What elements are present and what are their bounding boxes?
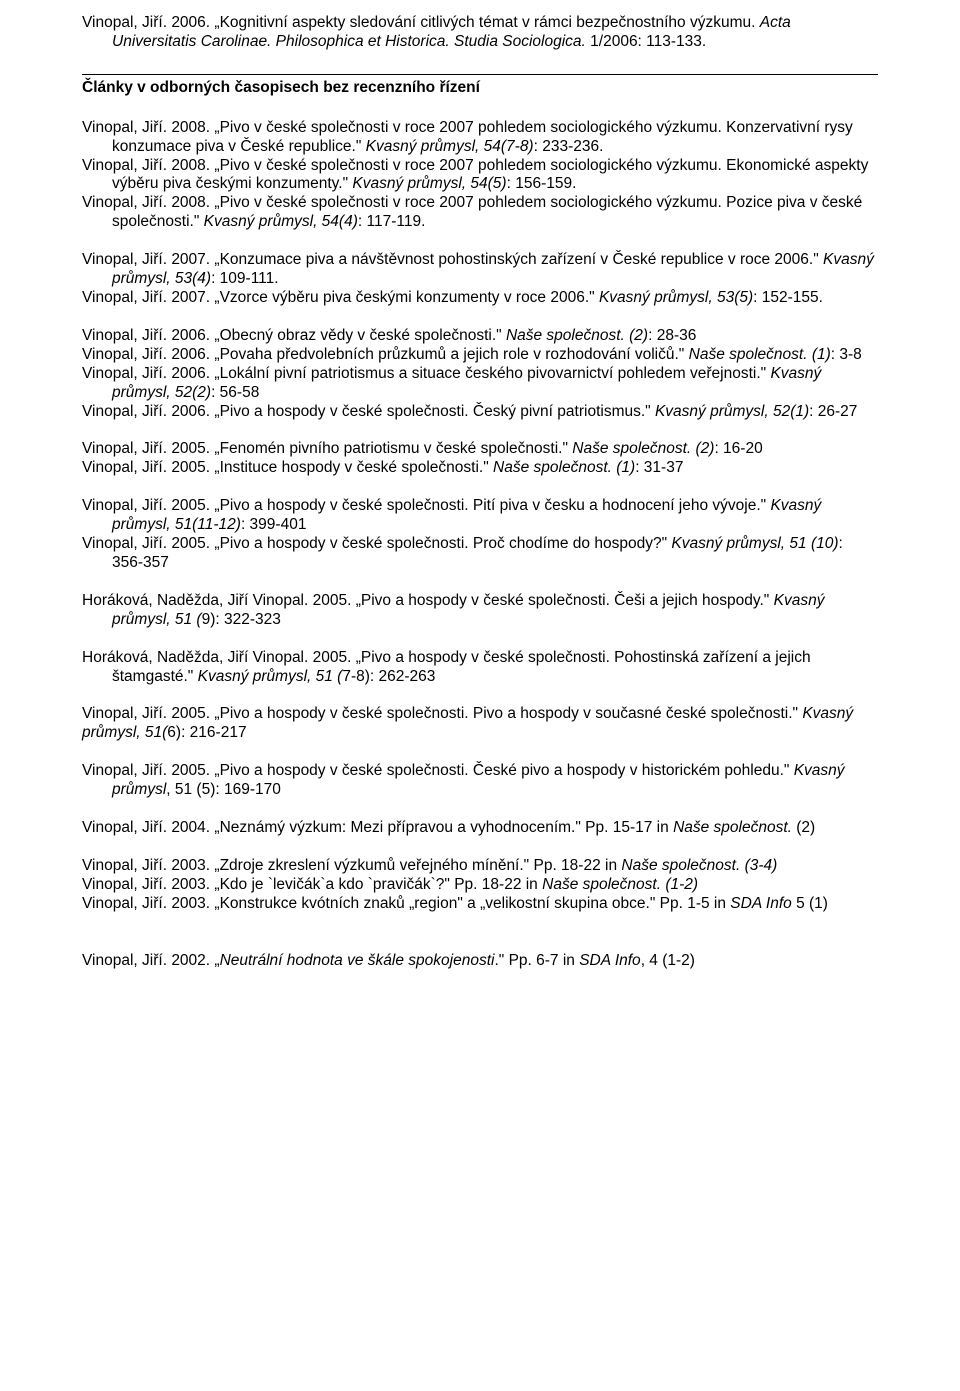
bibliography-entry: Vinopal, Jiří. 2008. „Pivo v české spole… (82, 194, 878, 232)
bibliography-entry: Vinopal, Jiří. 2006. „Kognitivní aspekty… (82, 14, 878, 52)
bibliography-entry: Vinopal, Jiří. 2005. „Pivo a hospody v č… (82, 497, 878, 535)
bibliography-entry: Vinopal, Jiří. 2006. „Lokální pivní patr… (82, 365, 878, 403)
bibliography-entry: Vinopal, Jiří. 2005. „Pivo a hospody v č… (82, 762, 878, 800)
bibliography-entry: Vinopal, Jiří. 2005. „Instituce hospody … (82, 459, 878, 478)
spacer (82, 743, 878, 762)
bibliography-entry: Vinopal, Jiří. 2002. „Neutrální hodnota … (82, 952, 878, 971)
bibliography-entry: Vinopal, Jiří. 2007. „Konzumace piva a n… (82, 251, 878, 289)
spacer (82, 478, 878, 497)
spacer (82, 686, 878, 705)
bibliography-entry: Vinopal, Jiří. 2004. „Neznámý výzkum: Me… (82, 819, 878, 838)
bibliography-entry: Vinopal, Jiří. 2008. „Pivo v české spole… (82, 157, 878, 195)
spacer (82, 933, 878, 952)
bibliography-entry: Vinopal, Jiří. 2006. „Obecný obraz vědy … (82, 327, 878, 346)
bibliography-entry: Vinopal, Jiří. 2005. „Pivo a hospody v č… (82, 535, 878, 573)
document-page: Vinopal, Jiří. 2006. „Kognitivní aspekty… (0, 0, 960, 1391)
section-divider (82, 74, 878, 75)
bibliography-content: Vinopal, Jiří. 2006. „Kognitivní aspekty… (82, 14, 878, 971)
bibliography-entry: Horáková, Naděžda, Jiří Vinopal. 2005. „… (82, 592, 878, 630)
spacer (82, 421, 878, 440)
bibliography-entry: Vinopal, Jiří. 2006. „Pivo a hospody v č… (82, 403, 878, 422)
bibliography-entry: Vinopal, Jiří. 2007. „Vzorce výběru piva… (82, 289, 878, 308)
spacer (82, 573, 878, 592)
bibliography-entry: Vinopal, Jiří. 2003. „Zdroje zkreslení v… (82, 857, 878, 876)
spacer (82, 800, 878, 819)
bibliography-entry: Vinopal, Jiří. 2006. „Povaha předvolební… (82, 346, 878, 365)
bibliography-entry: Vinopal, Jiří. 2003. „Konstrukce kvótníc… (82, 895, 878, 914)
bibliography-entry: Horáková, Naděžda, Jiří Vinopal. 2005. „… (82, 649, 878, 687)
spacer (82, 52, 878, 71)
spacer (82, 630, 878, 649)
spacer (82, 838, 878, 857)
bibliography-entry: Vinopal, Jiří. 2005. „Pivo a hospody v č… (82, 705, 878, 743)
spacer (82, 232, 878, 251)
bibliography-entry: Vinopal, Jiří. 2008. „Pivo v české spole… (82, 119, 878, 157)
bibliography-entry: Vinopal, Jiří. 2003. „Kdo je `levičák`a … (82, 876, 878, 895)
spacer (82, 308, 878, 327)
spacer (82, 914, 878, 933)
spacer (82, 100, 878, 119)
section-heading: Články v odborných časopisech bez recenz… (82, 79, 878, 98)
bibliography-entry: Vinopal, Jiří. 2005. „Fenomén pivního pa… (82, 440, 878, 459)
